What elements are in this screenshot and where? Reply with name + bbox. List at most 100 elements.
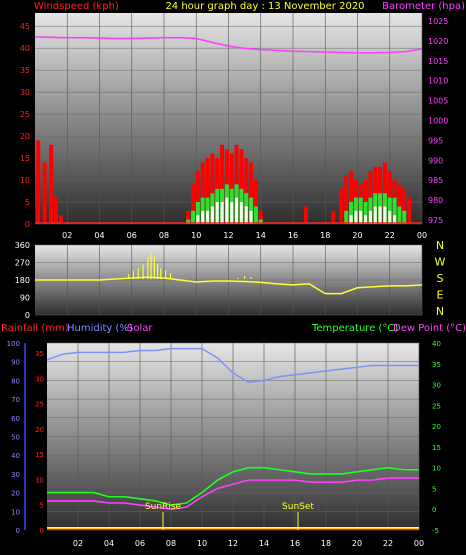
wind-lull-bar (349, 215, 353, 224)
wind-avg-bar (195, 202, 200, 224)
p1-x-tick-label: 10 (191, 231, 201, 240)
barometer-tick-label: 1015 (428, 57, 448, 66)
wind-avg-bar (349, 202, 354, 224)
dewpoint-axis-label: Dew Point (°C) (393, 323, 466, 334)
temperature-tick-label: 40 (432, 340, 441, 348)
wind-lull-bar (239, 202, 243, 224)
wind-lull-bar (388, 210, 392, 224)
solar-tick-label: 25 (35, 401, 44, 409)
wind-lull-bar (230, 202, 234, 224)
wind-gust-bar (200, 162, 205, 224)
humidity-tick-label: 40 (11, 452, 20, 460)
barometer-tick-label: 1025 (428, 17, 448, 26)
wind-lull-bar (373, 206, 377, 224)
temperature-tick-label: 25 (432, 402, 441, 410)
humidity-tick-label: 100 (7, 340, 20, 348)
rainfall-axis-label: Rainfall (mm) (1, 323, 69, 334)
windspeed-tick-label: 15 (20, 154, 30, 163)
wind-avg-bar (402, 210, 407, 224)
wind-gust-bar (42, 162, 47, 224)
windspeed-tick-label: 20 (20, 132, 30, 141)
wind-gust-bar (349, 171, 354, 224)
wind-gust-bar (258, 210, 263, 224)
humidity-tick-label: 0 (16, 527, 20, 535)
windspeed-tick-label: 40 (20, 44, 30, 53)
direction-tick-label: 0 (25, 311, 30, 320)
windspeed-tick-label: 45 (20, 22, 30, 31)
barometer-tick-label: 1020 (428, 37, 448, 46)
barometer-tick-label: 1000 (428, 116, 448, 125)
wind-gust-bar (186, 210, 191, 224)
humidity-tick-label: 20 (11, 490, 20, 498)
p1-x-tick-label: 12 (223, 231, 233, 240)
barometer-tick-label: 980 (428, 196, 443, 205)
direction-tick-label: 270 (15, 259, 30, 268)
p3-x-tick-label: 00 (414, 539, 424, 548)
wind-lull-bar (364, 215, 368, 224)
wind-lull-bar (378, 206, 382, 224)
wind-gust-bar (397, 184, 402, 224)
solar-tick-label: 5 (40, 502, 44, 510)
temperature-axis-label: Temperature (°C) (311, 323, 398, 334)
wind-gust-bar (49, 144, 54, 224)
wind-gust-bar (249, 162, 254, 224)
compass-label: N (436, 239, 444, 252)
compass-label: N (436, 305, 444, 318)
p3-x-tick-label: 04 (104, 539, 114, 548)
p3-x-tick-label: 02 (73, 539, 83, 548)
wind-lull-bar (206, 210, 210, 224)
wind-lull-bar (244, 206, 248, 224)
wind-lull-bar (210, 206, 214, 224)
p3-x-tick-label: 12 (228, 539, 238, 548)
solar-tick-label: 15 (35, 451, 44, 459)
wind-gust-bar (339, 188, 344, 224)
wind-avg-bar (258, 219, 263, 224)
wind-lull-bar (235, 197, 239, 224)
wind-avg-bar (363, 202, 368, 224)
humidity-tick-label: 60 (11, 415, 20, 423)
temperature-tick-label: 0 (432, 506, 436, 514)
sunset-label: SunSet (282, 502, 314, 512)
wind-lull-bar (368, 210, 372, 224)
wind-gust-bar (191, 184, 196, 224)
temperature-line (47, 466, 419, 506)
wind-avg-bar (397, 206, 402, 224)
wind-gust-bar (382, 162, 387, 224)
p3-x-tick-label: 06 (135, 539, 145, 548)
sunrise-label: SunRise (145, 502, 182, 512)
barometer-tick-label: 995 (428, 136, 443, 145)
wind-lull-bar (393, 215, 397, 224)
direction-tick-label: 180 (15, 276, 30, 285)
p3-x-tick-label: 22 (383, 539, 393, 548)
solar-tick-label: 20 (35, 426, 44, 434)
p1-x-tick-label: 20 (352, 231, 362, 240)
temperature-tick-label: 10 (432, 465, 441, 473)
p1-x-tick-label: 14 (256, 231, 266, 240)
solar-tick-label: 30 (35, 375, 44, 383)
p3-x-tick-label: 16 (290, 539, 300, 548)
windspeed-tick-label: 10 (20, 176, 30, 185)
chart-title: 24 hour graph day : 13 November 2020 (165, 1, 364, 12)
wind-lull-bar (359, 210, 363, 224)
wind-gust-bar (239, 149, 244, 224)
wind-lull-bar (220, 202, 224, 224)
barometer-tick-label: 990 (428, 156, 443, 165)
humidity-tick-label: 70 (11, 396, 20, 404)
humidity-line (46, 347, 419, 384)
solar-tick-label: 0 (40, 527, 44, 535)
compass-label: W (435, 256, 446, 269)
temperature-tick-label: 35 (432, 361, 441, 369)
wind-gust-bar (303, 206, 308, 224)
p3-x-tick-label: 10 (197, 539, 207, 548)
humidity-tick-label: 90 (11, 359, 20, 367)
temperature-tick-label: 15 (432, 444, 441, 452)
p1-x-tick-label: 02 (62, 231, 72, 240)
barometer-axis-label: Barometer (hpa) (382, 1, 465, 12)
wind-gust-bar (210, 153, 215, 224)
windspeed-tick-label: 30 (20, 88, 30, 97)
p1-x-tick-label: 22 (385, 231, 395, 240)
barometer-line (34, 36, 423, 54)
windspeed-tick-label: 5 (25, 198, 30, 207)
wind-gust-bar (407, 197, 412, 224)
